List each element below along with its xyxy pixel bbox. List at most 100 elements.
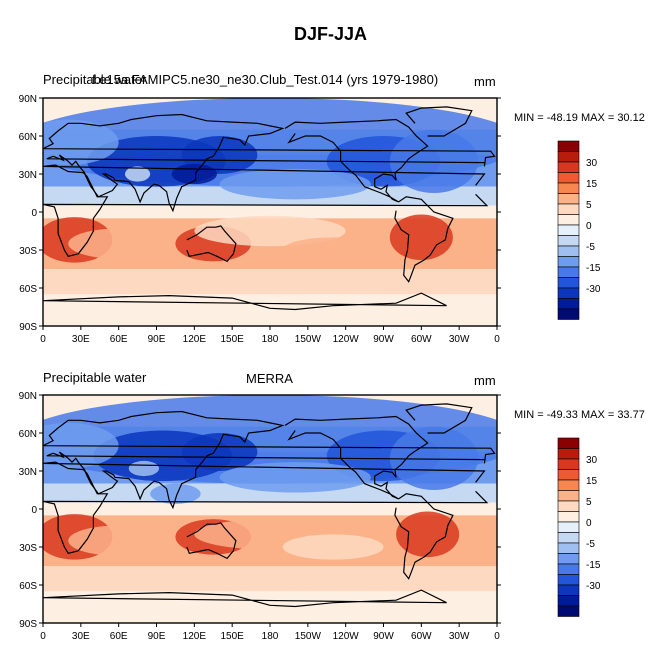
coastline bbox=[43, 292, 447, 311]
colorbar-swatch bbox=[557, 161, 580, 173]
colorbar-swatch bbox=[557, 500, 580, 512]
panel-1-minmax: MIN = -48.19 MAX = 30.12 bbox=[514, 112, 645, 124]
colorbar-label: 30 bbox=[586, 158, 598, 169]
colorbar-label: 5 bbox=[586, 200, 592, 211]
colorbar-swatch bbox=[557, 182, 580, 194]
lat-tick-label: 90N bbox=[19, 94, 37, 105]
colorbar-swatch bbox=[557, 308, 580, 320]
colorbar-swatch bbox=[557, 532, 580, 544]
colorbar-1: 30 15 5 0 -5 -15 -30 bbox=[557, 140, 601, 320]
colorbar-swatch bbox=[557, 235, 580, 247]
lat-tick-label: 60N bbox=[19, 429, 37, 440]
colorbar-swatch bbox=[557, 245, 580, 257]
coastline bbox=[284, 118, 429, 203]
zonal-band bbox=[43, 566, 497, 592]
colorbar-swatch bbox=[557, 140, 580, 152]
zonal-band bbox=[43, 269, 497, 295]
colorbar-label: -30 bbox=[586, 581, 601, 592]
lon-tick-label: 90E bbox=[148, 631, 166, 642]
colorbar-label: 5 bbox=[586, 497, 592, 508]
colorbar-swatch bbox=[557, 277, 580, 289]
coastline bbox=[43, 461, 489, 554]
colorbar-label: 15 bbox=[586, 179, 598, 190]
coastline bbox=[43, 164, 489, 257]
lon-tick-label: 150E bbox=[220, 631, 244, 642]
lat-tick-label: 30N bbox=[19, 170, 37, 181]
colorbar-swatch bbox=[557, 563, 580, 575]
lon-tick-label: 30E bbox=[72, 631, 90, 642]
panel-1-variable-label: Precipitable water bbox=[43, 72, 147, 87]
colorbar-label: 15 bbox=[586, 476, 598, 487]
colorbar-swatch bbox=[557, 469, 580, 481]
zonal-band bbox=[43, 205, 497, 219]
lon-tick-label: 120W bbox=[333, 631, 360, 642]
anomaly-contour bbox=[389, 214, 453, 261]
colorbar-label: -5 bbox=[586, 539, 595, 550]
lat-tick-label: 60S bbox=[19, 284, 37, 295]
panel-2-minmax: MIN = -49.33 MAX = 33.77 bbox=[514, 409, 645, 421]
anomaly-contour bbox=[43, 119, 119, 166]
colorbar-swatch bbox=[557, 458, 580, 470]
lat-tick-label: 90N bbox=[19, 391, 37, 402]
lon-tick-label: 60E bbox=[110, 334, 128, 345]
lon-tick-label: 150W bbox=[295, 631, 322, 642]
coastline bbox=[186, 225, 237, 263]
anomaly-contour bbox=[389, 129, 479, 193]
colorbar-2: 30 15 5 0 -5 -15 -30 bbox=[557, 437, 601, 617]
colorbar-swatch bbox=[557, 553, 580, 565]
lon-tick-label: 120W bbox=[333, 334, 360, 345]
colorbar-swatch bbox=[557, 298, 580, 310]
anomaly-contour bbox=[282, 534, 384, 560]
coastlines bbox=[43, 403, 496, 608]
anomaly-contour bbox=[219, 168, 371, 200]
colorbar-swatch bbox=[557, 605, 580, 617]
lat-tick-label: 90S bbox=[19, 619, 37, 630]
lon-tick-label: 120E bbox=[183, 631, 207, 642]
coastline bbox=[43, 410, 496, 510]
lon-tick-label: 120E bbox=[183, 334, 207, 345]
lon-tick-label: 150E bbox=[220, 334, 244, 345]
colorbar-label: -15 bbox=[586, 560, 601, 571]
lat-tick-label: 90S bbox=[19, 322, 37, 333]
lon-tick-label: 150W bbox=[295, 334, 322, 345]
colorbar-swatch bbox=[557, 542, 580, 554]
lon-tick-label: 180 bbox=[262, 631, 279, 642]
anomaly-contour bbox=[389, 426, 479, 491]
colorbar-label: -30 bbox=[586, 284, 601, 295]
colorbar-swatch bbox=[557, 584, 580, 596]
panel-2-case-label: MERRA bbox=[246, 371, 293, 386]
lat-tick-label: 60N bbox=[19, 132, 37, 143]
lat-tick-label: 30N bbox=[19, 467, 37, 478]
colorbar-swatch bbox=[557, 193, 580, 205]
precipitable-water-field bbox=[43, 395, 497, 623]
colorbar-label: -15 bbox=[586, 263, 601, 274]
colorbar-swatch bbox=[557, 437, 580, 449]
lat-tick-label: 0 bbox=[31, 505, 37, 516]
lon-tick-label: 90W bbox=[373, 334, 394, 345]
coastline bbox=[186, 522, 237, 560]
colorbar-swatch bbox=[557, 479, 580, 491]
colorbar-swatch bbox=[557, 224, 580, 236]
lon-tick-label: 30W bbox=[449, 334, 470, 345]
anomaly-contour bbox=[282, 237, 384, 263]
lat-tick-label: 30S bbox=[19, 246, 37, 257]
panel-2-units-label: mm bbox=[474, 373, 496, 388]
lon-tick-label: 60E bbox=[110, 631, 128, 642]
anomaly-contour bbox=[150, 483, 201, 504]
lon-tick-label: 0 bbox=[494, 631, 500, 642]
colorbar-swatch bbox=[557, 595, 580, 607]
colorbar-swatch bbox=[557, 266, 580, 278]
figure-title: DJF-JJA bbox=[293, 24, 368, 44]
lon-tick-label: 30W bbox=[449, 631, 470, 642]
lon-tick-label: 90W bbox=[373, 631, 394, 642]
anomaly-contour bbox=[181, 433, 258, 471]
coastline bbox=[43, 589, 447, 608]
anomaly-contour bbox=[68, 228, 170, 259]
anomaly-contour bbox=[194, 215, 346, 247]
lon-tick-label: 30E bbox=[72, 334, 90, 345]
lon-tick-label: 180 bbox=[262, 334, 279, 345]
lon-tick-label: 0 bbox=[40, 334, 46, 345]
zonal-band bbox=[43, 502, 497, 516]
